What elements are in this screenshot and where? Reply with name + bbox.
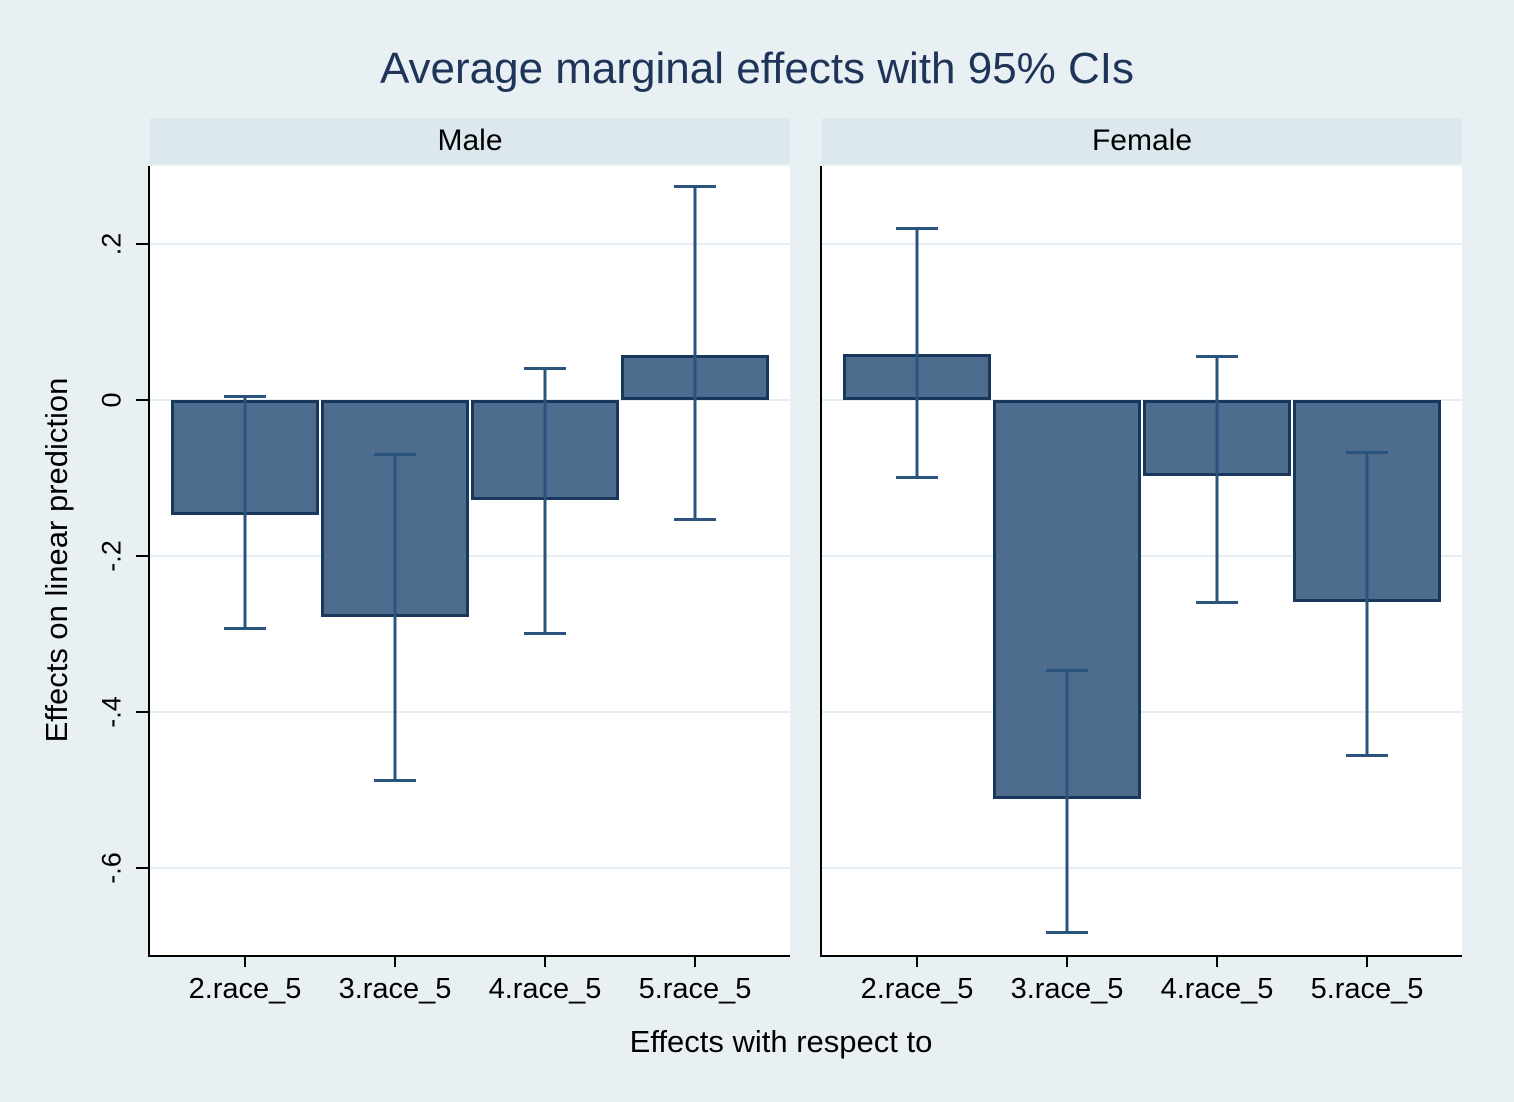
x-tick [244, 955, 246, 967]
x-tick-label: 4.race_5 [1160, 973, 1274, 1005]
error-bar-cap [374, 452, 416, 456]
x-axis-title: Effects with respect to [629, 1024, 933, 1059]
error-bar-male-3.race_5 [393, 453, 397, 780]
y-tick [136, 398, 148, 401]
gridline [822, 554, 1462, 557]
error-bar-cap [524, 632, 566, 635]
gridline [150, 398, 790, 401]
panel-header-female: Female [822, 118, 1462, 164]
error-bar-cap [1046, 930, 1088, 934]
x-tick-label: 3.race_5 [1010, 973, 1124, 1005]
chart-title: Average marginal effects with 95% CIs [379, 44, 1135, 93]
error-bar-male-5.race_5 [693, 186, 697, 520]
error-bar-female-3.race_5 [1065, 669, 1069, 932]
error-bar-male-4.race_5 [543, 367, 547, 633]
error-bar-cap [1346, 753, 1388, 757]
x-tick [1216, 955, 1218, 967]
error-bar-cap [524, 366, 566, 370]
y-tick-label: -.4 [96, 695, 127, 728]
x-tick-label: 2.race_5 [860, 973, 974, 1005]
panel-header-male: Male [150, 118, 790, 164]
error-bar-cap [224, 626, 266, 630]
gridline [150, 242, 790, 245]
x-tick [394, 955, 396, 967]
gridline [822, 242, 1462, 245]
y-tick-label: .2 [96, 232, 127, 256]
y-tick-label: -.2 [96, 540, 127, 572]
error-bar-cap [1046, 668, 1088, 672]
error-bar-cap [1196, 600, 1238, 604]
x-tick-label: 5.race_5 [1310, 973, 1424, 1005]
error-bar-male-2.race_5 [243, 395, 247, 628]
x-tick [694, 955, 696, 967]
gridline [150, 554, 790, 557]
error-bar-cap [896, 227, 938, 231]
x-tick [1366, 955, 1368, 967]
x-tick-label: 3.race_5 [338, 973, 452, 1005]
error-bar-cap [896, 476, 938, 480]
gridline [822, 398, 1462, 401]
x-tick-label: 5.race_5 [638, 973, 752, 1005]
error-bar-cap [224, 394, 266, 398]
x-tick-label: 4.race_5 [488, 973, 602, 1005]
y-tick [136, 242, 148, 245]
gridline [150, 866, 790, 869]
error-bar-female-2.race_5 [915, 228, 919, 478]
error-bar-female-4.race_5 [1215, 356, 1219, 602]
x-tick [916, 955, 918, 967]
plot-area-female [820, 166, 1462, 957]
y-axis-title: Effects on linear prediction [39, 377, 74, 743]
y-tick [136, 554, 148, 557]
gridline [150, 710, 790, 713]
gridline [822, 710, 1462, 713]
y-tick [136, 866, 148, 869]
y-tick-label: 0 [96, 392, 127, 408]
x-tick [1066, 955, 1068, 967]
error-bar-cap [1346, 451, 1388, 455]
plot-area-male [148, 166, 790, 957]
error-bar-cap [1196, 355, 1238, 359]
error-bar-female-5.race_5 [1365, 452, 1369, 755]
error-bar-cap [674, 518, 716, 522]
y-tick-label: -.6 [96, 851, 127, 884]
gridline [822, 866, 1462, 869]
y-tick [136, 710, 148, 713]
error-bar-cap [674, 185, 716, 189]
x-tick-label: 2.race_5 [188, 973, 302, 1005]
error-bar-cap [374, 778, 416, 782]
x-tick [544, 955, 546, 967]
